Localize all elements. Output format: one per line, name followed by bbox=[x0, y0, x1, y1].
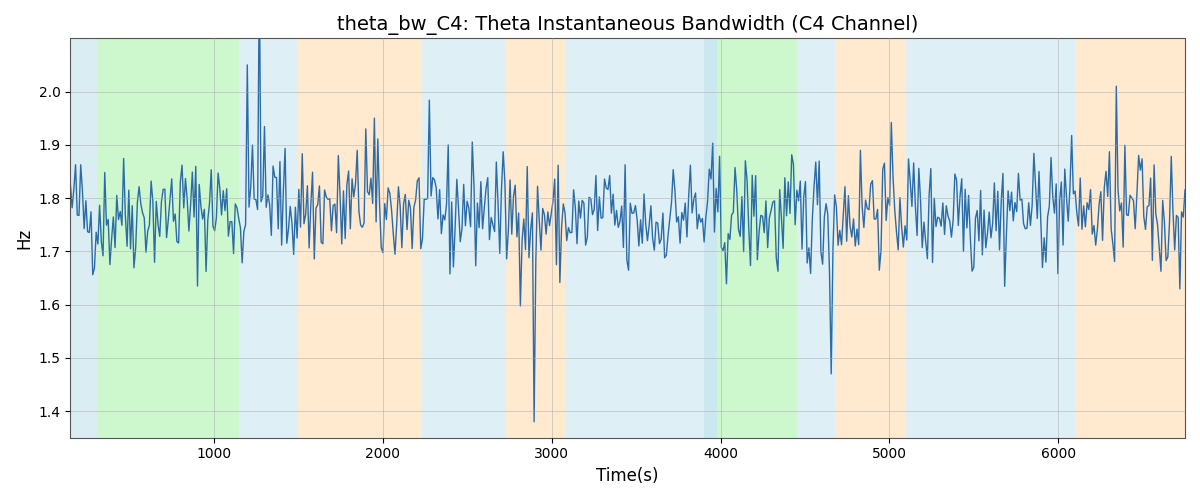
Bar bbox=[703, 38, 718, 438]
Bar bbox=[97, 38, 239, 438]
Bar bbox=[506, 38, 565, 438]
Bar bbox=[565, 38, 703, 438]
Bar bbox=[797, 38, 835, 438]
Bar bbox=[421, 38, 506, 438]
Bar bbox=[835, 38, 906, 438]
Bar bbox=[71, 38, 97, 438]
Bar bbox=[906, 38, 1042, 438]
Title: theta_bw_C4: Theta Instantaneous Bandwidth (C4 Channel): theta_bw_C4: Theta Instantaneous Bandwid… bbox=[337, 15, 918, 35]
Bar bbox=[1042, 38, 1075, 438]
Y-axis label: Hz: Hz bbox=[14, 228, 32, 248]
Bar bbox=[1075, 38, 1186, 438]
X-axis label: Time(s): Time(s) bbox=[596, 467, 659, 485]
Bar bbox=[299, 38, 421, 438]
Bar bbox=[718, 38, 797, 438]
Bar bbox=[239, 38, 299, 438]
